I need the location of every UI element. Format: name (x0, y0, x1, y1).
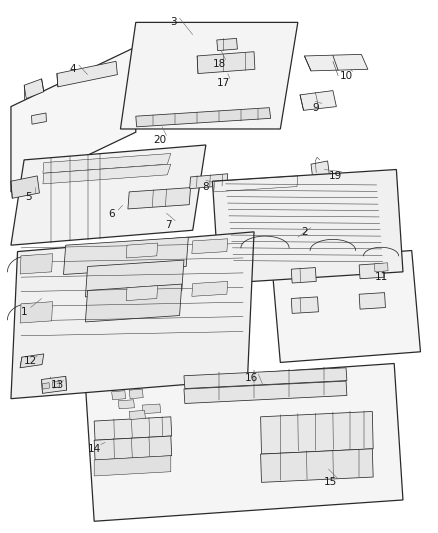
Polygon shape (197, 52, 255, 74)
Text: 5: 5 (25, 192, 32, 202)
Text: 12: 12 (24, 356, 37, 366)
Polygon shape (43, 164, 171, 184)
Polygon shape (24, 79, 44, 99)
Polygon shape (94, 436, 172, 460)
Polygon shape (129, 410, 145, 419)
Polygon shape (304, 54, 368, 71)
Polygon shape (261, 449, 373, 482)
Text: 19: 19 (328, 171, 342, 181)
Polygon shape (359, 293, 385, 309)
Text: 1: 1 (21, 307, 28, 317)
Polygon shape (120, 22, 298, 129)
Text: 4: 4 (69, 64, 76, 74)
Polygon shape (32, 113, 46, 124)
Text: 17: 17 (217, 78, 230, 87)
Polygon shape (126, 286, 158, 301)
Polygon shape (20, 354, 44, 368)
Polygon shape (20, 254, 53, 274)
Polygon shape (291, 297, 318, 313)
Polygon shape (217, 38, 237, 51)
Polygon shape (85, 260, 184, 297)
Polygon shape (57, 61, 117, 87)
Polygon shape (190, 174, 228, 189)
Polygon shape (94, 417, 172, 440)
Polygon shape (42, 376, 67, 393)
Polygon shape (261, 411, 373, 454)
Polygon shape (53, 381, 60, 388)
Polygon shape (126, 243, 158, 258)
Polygon shape (42, 383, 49, 389)
Polygon shape (11, 176, 39, 198)
Text: 10: 10 (339, 71, 353, 80)
Polygon shape (192, 281, 228, 296)
Text: 20: 20 (153, 135, 166, 144)
Text: 7: 7 (165, 220, 172, 230)
Polygon shape (11, 145, 206, 245)
Polygon shape (359, 263, 384, 279)
Polygon shape (192, 239, 228, 254)
Text: 2: 2 (301, 227, 308, 237)
Polygon shape (374, 263, 388, 272)
Text: 16: 16 (245, 374, 258, 383)
Text: 14: 14 (88, 444, 101, 454)
Polygon shape (136, 108, 271, 127)
Polygon shape (129, 389, 143, 399)
Polygon shape (64, 237, 188, 274)
Text: 3: 3 (170, 18, 177, 27)
Polygon shape (128, 188, 191, 209)
Polygon shape (212, 169, 403, 284)
Polygon shape (94, 456, 171, 476)
Polygon shape (291, 268, 316, 283)
Polygon shape (43, 154, 171, 173)
Text: 13: 13 (50, 380, 64, 390)
Polygon shape (11, 47, 136, 192)
Text: 15: 15 (324, 478, 337, 487)
Text: 9: 9 (312, 103, 319, 112)
Polygon shape (272, 251, 420, 362)
Polygon shape (112, 391, 126, 400)
Polygon shape (118, 400, 134, 409)
Polygon shape (311, 161, 329, 178)
Text: 6: 6 (108, 209, 115, 219)
Polygon shape (85, 364, 403, 521)
Polygon shape (184, 368, 347, 389)
Text: 8: 8 (202, 182, 209, 191)
Polygon shape (20, 302, 53, 323)
Text: 18: 18 (212, 59, 226, 69)
Polygon shape (11, 232, 254, 399)
Text: 11: 11 (374, 272, 388, 282)
Polygon shape (300, 91, 336, 110)
Polygon shape (142, 404, 161, 414)
Polygon shape (184, 381, 347, 403)
Polygon shape (85, 284, 182, 322)
